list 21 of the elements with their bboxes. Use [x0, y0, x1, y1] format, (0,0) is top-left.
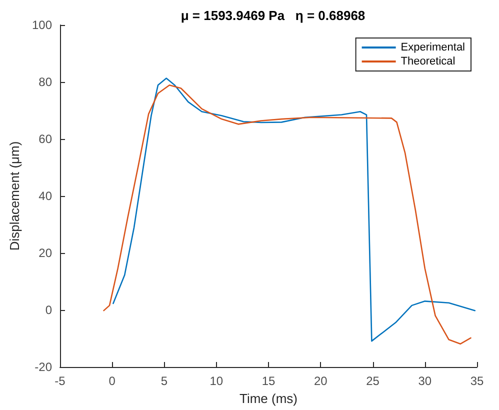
y-axis-title: Displacement (μm) [7, 141, 22, 251]
y-tick-label: 80 [38, 75, 52, 89]
x-tick-label: 5 [160, 374, 168, 388]
x-tick-label: 30 [418, 374, 432, 388]
x-tick-label: 15 [262, 374, 276, 388]
x-tick-label: 35 [470, 374, 484, 388]
y-tick-label: -20 [34, 360, 52, 374]
y-tick-label: 0 [45, 303, 52, 317]
y-tick-label: 60 [38, 132, 52, 146]
x-tick-label: 10 [210, 374, 224, 388]
legend-label: Theoretical [400, 56, 456, 68]
chart-title: μ = 1593.9469 Pa η = 0.68968 [180, 8, 366, 23]
legend-label: Experimental [400, 42, 466, 54]
x-tick-label: 0 [108, 374, 116, 388]
x-tick-label: 25 [366, 374, 380, 388]
y-tick-label: 20 [38, 246, 52, 260]
y-tick-label: 100 [32, 18, 52, 32]
x-axis-title: Time (ms) [239, 390, 298, 406]
x-tick-label: -5 [54, 374, 66, 388]
y-tick-label: 40 [38, 189, 52, 203]
x-tick-label: 20 [314, 374, 328, 388]
